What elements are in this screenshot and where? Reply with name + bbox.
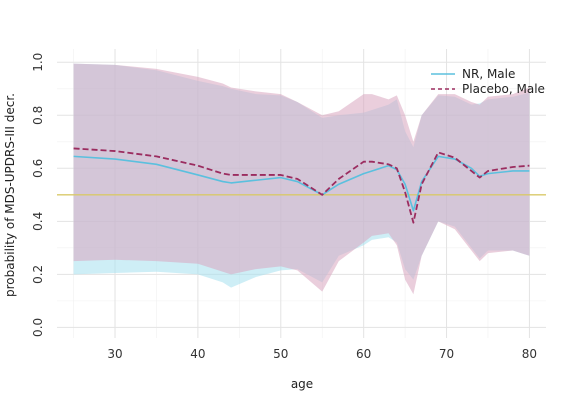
x-tick-label: 30: [107, 347, 122, 361]
x-tick-labels: 30 40 50 60 70 80: [107, 347, 537, 361]
y-tick-labels: 0.0 0.2 0.4 0.6 0.8 1.0: [31, 53, 45, 337]
x-tick-label: 80: [522, 347, 537, 361]
y-tick-label: 0.0: [31, 318, 45, 337]
x-axis-title: age: [291, 377, 313, 391]
legend-label-nr-male: NR, Male: [462, 67, 515, 81]
confidence-bands: [73, 63, 530, 295]
legend-label-placebo-male: Placebo, Male: [462, 82, 545, 96]
series-line-nr-male: [73, 155, 530, 212]
series-lines: [73, 147, 530, 224]
series-line-placebo-male: [73, 147, 530, 224]
x-tick-label: 70: [439, 347, 454, 361]
x-tick-label: 60: [356, 347, 371, 361]
y-tick-label: 0.6: [31, 159, 45, 178]
y-tick-label: 0.4: [31, 212, 45, 231]
legend: NR, Male Placebo, Male: [431, 67, 545, 96]
y-tick-label: 1.0: [31, 53, 45, 72]
y-axis-title: probability of MDS-UPDRS-III decr.: [3, 93, 17, 297]
confidence-band-placebo-male: [73, 63, 530, 295]
y-tick-label: 0.8: [31, 106, 45, 125]
x-tick-label: 40: [190, 347, 205, 361]
y-tick-label: 0.2: [31, 265, 45, 284]
x-tick-label: 50: [273, 347, 288, 361]
